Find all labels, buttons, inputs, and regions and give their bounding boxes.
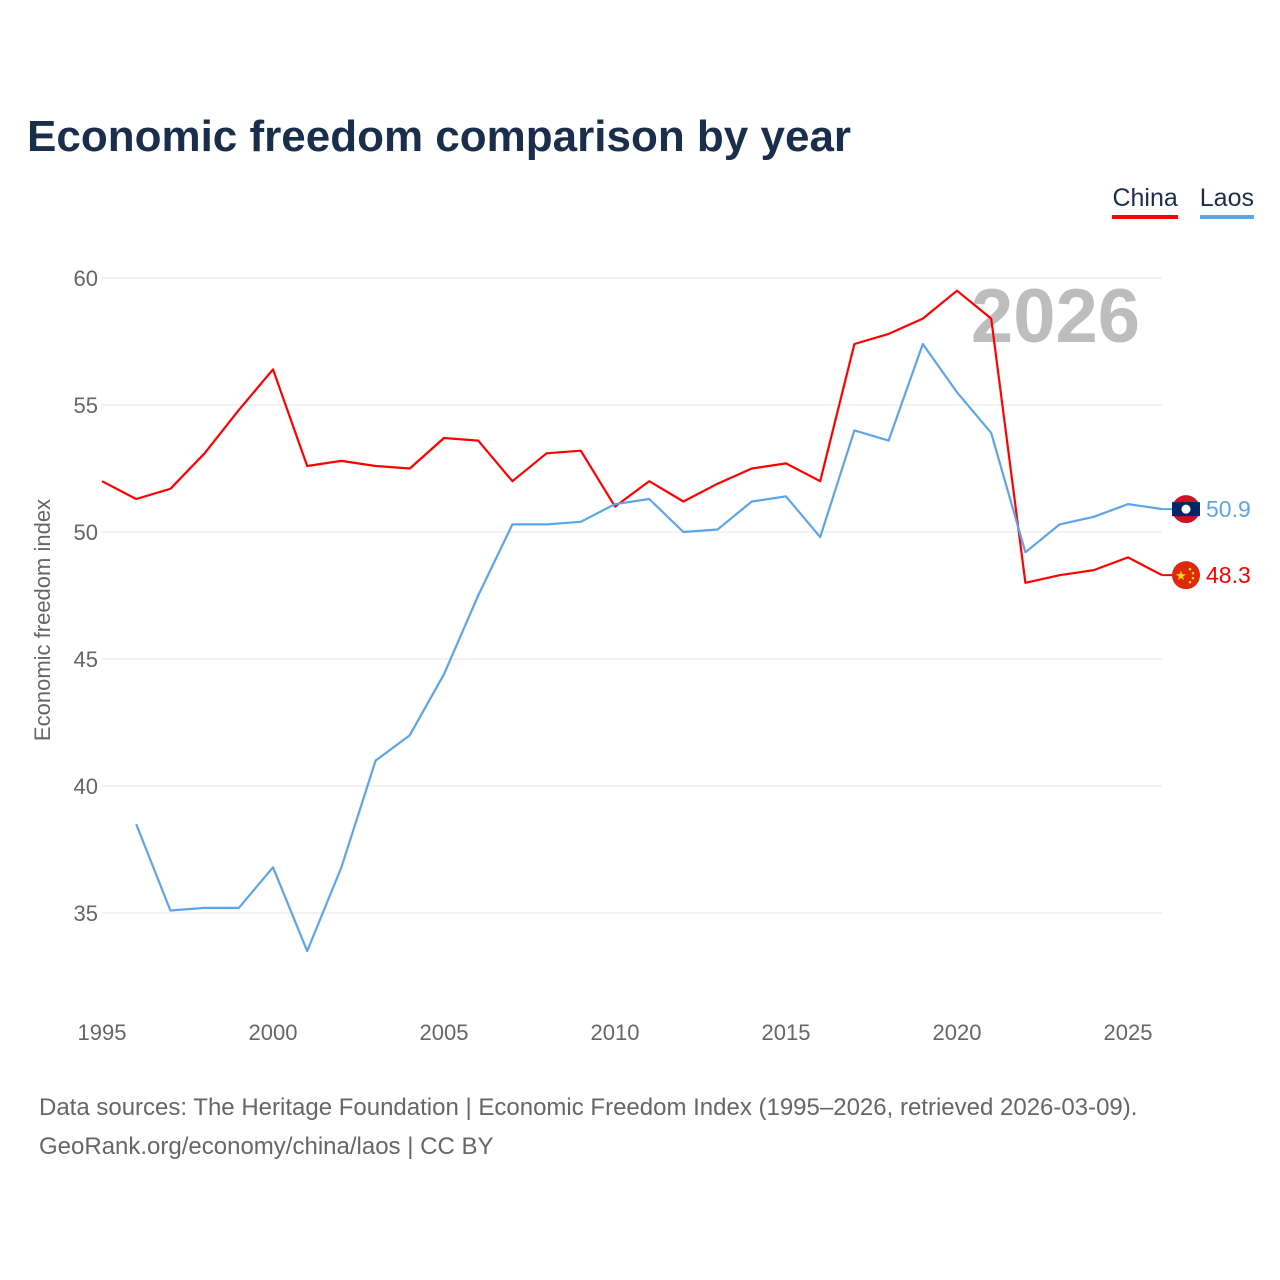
y-tick-label: 60 — [74, 266, 98, 291]
source-line-2[interactable]: GeoRank.org/economy/china/laos | CC BY — [39, 1133, 494, 1160]
y-axis-label: Economic freedom index — [30, 499, 55, 741]
y-tick-label: 35 — [74, 901, 98, 926]
x-tick-label: 2010 — [591, 1020, 640, 1045]
china-flag-small-star — [1191, 571, 1195, 575]
china-flag-icon — [1172, 561, 1200, 590]
legend: China Laos — [1112, 184, 1254, 219]
china-flag-small-star — [1188, 567, 1192, 571]
china-flag-star: ★ — [1175, 568, 1187, 583]
series-line-laos — [135, 342, 1163, 953]
china-flag-small-star — [1188, 580, 1192, 584]
y-tick-label: 55 — [74, 393, 98, 418]
y-tick-label: 50 — [74, 520, 98, 545]
laos-flag-disc — [1181, 504, 1191, 514]
x-tick-label: 2020 — [933, 1020, 982, 1045]
legend-laos[interactable]: Laos — [1199, 184, 1254, 219]
year-watermark: 2026 — [971, 274, 1140, 359]
china-flag-small-star — [1191, 576, 1195, 580]
series-line-china — [101, 289, 1163, 584]
source-note: Data sources: The Heritage Foundation | … — [39, 1088, 1137, 1166]
x-tick-label: 2025 — [1104, 1020, 1153, 1045]
end-value-label: 48.3 — [1206, 562, 1251, 588]
end-value-label: 50.9 — [1206, 496, 1251, 522]
chart-title: Economic freedom comparison by year — [27, 112, 852, 161]
x-tick-label: 2000 — [249, 1020, 298, 1045]
legend-china[interactable]: China — [1112, 184, 1178, 219]
y-tick-label: 40 — [74, 774, 98, 799]
x-tick-label: 2005 — [420, 1020, 469, 1045]
x-tick-label: 2015 — [762, 1020, 811, 1045]
y-tick-label: 45 — [74, 647, 98, 672]
source-line-1: Data sources: The Heritage Foundation | … — [39, 1094, 1138, 1121]
x-tick-label: 1995 — [78, 1020, 127, 1045]
